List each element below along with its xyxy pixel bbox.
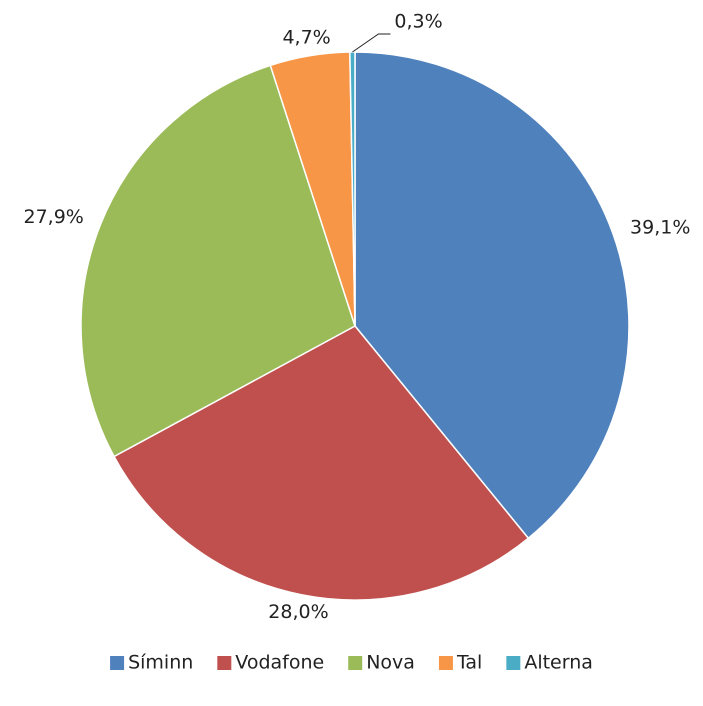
legend-label: Alterna [524, 652, 593, 674]
data-label: 0,3% [394, 11, 442, 33]
data-label: 4,7% [282, 27, 330, 49]
legend-label: Vodafone [235, 652, 324, 674]
data-label: 39,1% [630, 216, 690, 238]
pie-slice [80, 64, 356, 458]
legend-swatch [438, 656, 453, 670]
data-label: 27,9% [23, 206, 83, 228]
pie-slice [113, 325, 530, 601]
legend-swatch [348, 656, 363, 670]
legend-label: Síminn [128, 652, 193, 674]
legend-swatch [217, 656, 232, 670]
legend-swatch [110, 656, 125, 670]
legend-label: Tal [456, 652, 482, 674]
leader-line [352, 33, 391, 53]
legend-label: Nova [366, 652, 415, 674]
legend-swatch [506, 656, 521, 670]
data-label: 28,0% [268, 601, 328, 623]
pie-slice [354, 51, 630, 540]
